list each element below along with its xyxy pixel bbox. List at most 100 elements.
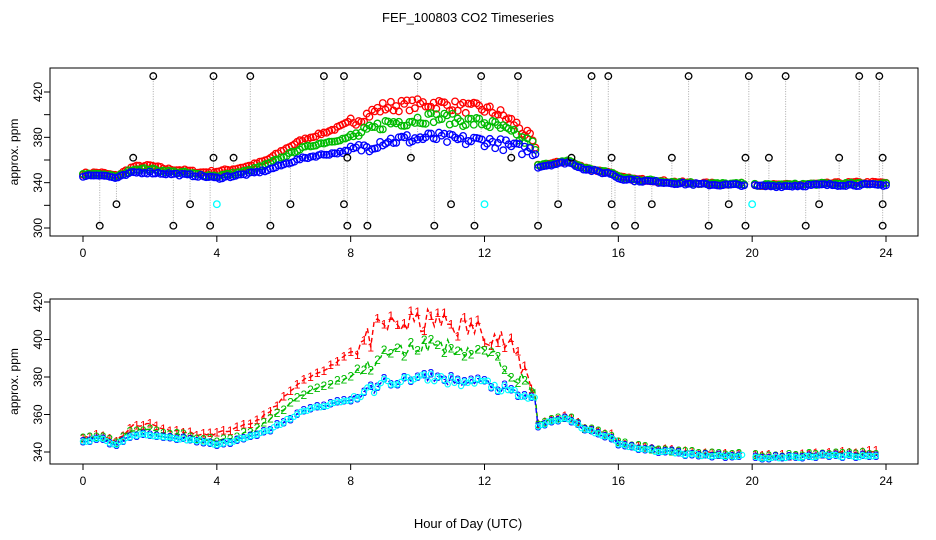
series-s3-marker: 3	[227, 436, 234, 450]
envelope-point	[176, 436, 184, 443]
envelope-point	[651, 448, 659, 456]
series-s2-marker: 2	[274, 406, 281, 420]
envelope-point	[283, 415, 291, 423]
series-s1-marker: 1	[608, 427, 615, 441]
envelope-point	[461, 378, 468, 385]
series-s3-marker: 3	[608, 431, 615, 445]
series-s3-marker: 3	[260, 424, 267, 438]
series-s1-marker: 1	[715, 448, 722, 462]
series-s3-marker: 3	[200, 435, 207, 449]
series-s1-marker: 1	[521, 359, 528, 373]
series-s3-marker: 3	[799, 450, 806, 464]
series-s3-point	[882, 181, 890, 190]
envelope-point	[170, 434, 177, 442]
series-s2-marker: 2	[428, 333, 435, 347]
series-s2-marker: 2	[367, 364, 374, 378]
envelope-point	[213, 441, 221, 449]
series-s1-marker: 1	[361, 333, 368, 347]
outlier-mid-point	[112, 200, 121, 209]
series-s3-marker: 3	[561, 411, 568, 425]
series-s3-point	[509, 139, 518, 148]
series-s2-marker: 2	[682, 445, 689, 459]
envelope-point	[869, 453, 876, 460]
series-s3-marker: 3	[213, 438, 220, 452]
outlier-mid-point	[129, 153, 138, 162]
series-s2-marker: 2	[334, 374, 341, 388]
series-s3-point	[95, 171, 104, 180]
series-s3-point	[694, 179, 703, 188]
series-s3-marker: 3	[240, 432, 247, 446]
series-s1-marker: 1	[799, 447, 806, 461]
envelope-point	[842, 451, 850, 458]
outlier-mid-point	[835, 153, 844, 162]
series-s3-marker: 3	[669, 444, 676, 458]
envelope-point	[725, 452, 732, 459]
series-s1-marker: 1	[501, 341, 508, 355]
series-s2-marker: 2	[521, 373, 528, 387]
envelope-point	[491, 381, 498, 389]
series-s2-marker: 2	[280, 403, 287, 417]
envelope-point	[354, 395, 361, 402]
envelope-point	[454, 376, 461, 384]
series-s2-marker: 2	[207, 432, 214, 446]
envelope-point	[227, 439, 234, 446]
series-s3-marker: 3	[454, 373, 461, 387]
envelope-point	[424, 377, 431, 384]
series-s2-point	[325, 137, 334, 146]
envelope-point	[829, 451, 836, 459]
series-s1-marker: 1	[240, 418, 247, 432]
outlier-low-point	[95, 221, 104, 230]
series-s2-marker: 2	[662, 443, 669, 457]
series-s3-point	[424, 129, 433, 138]
envelope-point	[548, 418, 555, 425]
envelope-point	[243, 434, 251, 441]
series-s1-marker: 1	[280, 389, 287, 403]
series-s1-point	[421, 102, 430, 111]
series-s1-marker: 1	[441, 306, 448, 320]
envelope-point	[534, 423, 542, 430]
series-s3-marker: 3	[126, 430, 133, 444]
series-s1-marker: 1	[341, 349, 348, 363]
series-s3-marker: 3	[461, 374, 468, 388]
series-s3-marker: 3	[234, 433, 241, 447]
envelope-point	[578, 424, 585, 432]
series-s2-marker: 2	[408, 335, 415, 349]
envelope-point	[718, 452, 726, 460]
envelope-point	[511, 386, 518, 394]
outlier-low-point	[363, 221, 372, 230]
series-s2-marker: 2	[354, 362, 361, 376]
envelope-point	[414, 373, 421, 381]
series-s2-marker: 2	[819, 447, 826, 461]
outlier-mid-point	[607, 200, 616, 209]
series-s1-marker: 1	[461, 311, 468, 325]
envelope-point	[762, 454, 769, 461]
series-s2-marker: 2	[180, 427, 187, 441]
envelope-point	[367, 382, 374, 390]
series-s3-point	[812, 180, 821, 189]
envelope-point	[273, 421, 281, 428]
series-s2-marker: 2	[374, 353, 381, 367]
envelope-point	[216, 440, 224, 448]
outlier-mid-point	[607, 153, 616, 162]
envelope-point	[531, 394, 538, 401]
envelope-point	[561, 414, 569, 422]
series-s3-marker: 3	[735, 449, 742, 463]
series-s1-point	[378, 99, 387, 107]
envelope-point	[344, 397, 351, 404]
envelope-point	[140, 430, 147, 438]
series-s3-point	[683, 179, 692, 188]
series-s3-marker: 3	[347, 393, 354, 407]
envelope-point	[377, 379, 384, 387]
series-s3-point	[341, 146, 350, 155]
series-s1-marker: 1	[120, 429, 127, 443]
cyan-point	[480, 200, 489, 209]
envelope-point	[809, 453, 816, 461]
series-s2-marker: 2	[361, 363, 368, 377]
series-s1-marker: 1	[555, 413, 562, 427]
series-s1-marker: 1	[147, 417, 154, 431]
series-s3-marker: 3	[806, 449, 813, 463]
series-s3-point	[582, 165, 591, 174]
series-s1-marker: 1	[294, 378, 301, 392]
series-s3-point	[234, 170, 243, 179]
outlier-high-point	[149, 72, 158, 81]
